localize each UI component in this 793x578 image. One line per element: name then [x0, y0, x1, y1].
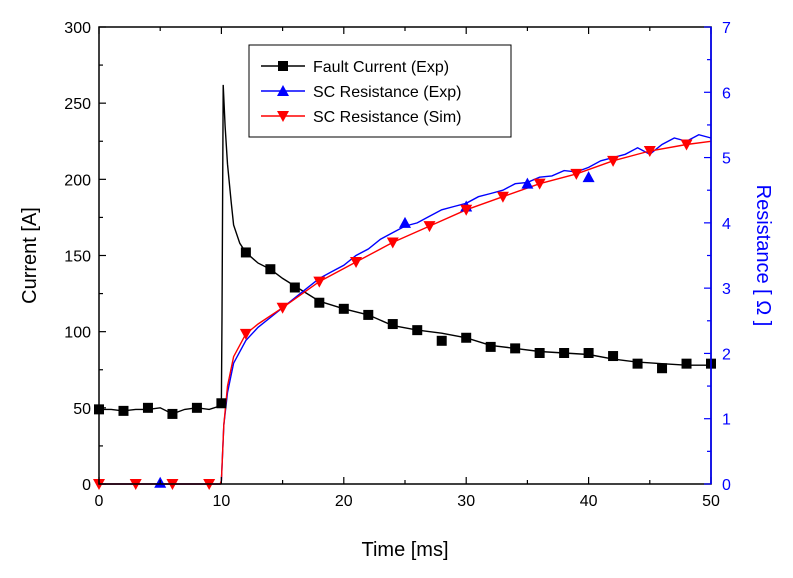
series-layer [99, 84, 712, 485]
series-line-1 [99, 133, 712, 485]
data-point-2-8 [386, 237, 399, 249]
data-point-2-15 [643, 146, 656, 158]
y2-tick-label-1: 1 [722, 412, 731, 429]
data-point-0-20 [583, 347, 594, 358]
data-point-2-14 [607, 155, 620, 167]
y-tick-label-2: 100 [64, 325, 91, 342]
x-tick-label-4: 40 [580, 493, 598, 510]
legend-label-sc-resistance-sim: SC Resistance (Sim) [313, 109, 461, 126]
data-point-0-14 [436, 335, 447, 346]
data-point-0-23 [657, 363, 668, 374]
data-point-0-4 [191, 402, 202, 413]
data-point-0-11 [363, 309, 374, 320]
data-point-1-3 [521, 177, 534, 189]
data-point-0-15 [461, 332, 472, 343]
y-tick-label-4: 200 [64, 172, 91, 189]
data-point-0-10 [338, 303, 349, 314]
legend-marker-0 [278, 61, 288, 71]
data-point-0-3 [167, 408, 178, 419]
y-tick-label-1: 50 [73, 401, 91, 418]
x-tick-label-0: 0 [95, 493, 104, 510]
data-point-1-4 [582, 171, 595, 183]
data-point-0-13 [412, 325, 423, 336]
y2-axis-label: Resistance [ Ω ] [752, 185, 774, 327]
data-point-2-11 [496, 191, 509, 203]
y-tick-label-6: 300 [64, 20, 91, 37]
x-tick-label-3: 30 [457, 493, 475, 510]
data-point-0-17 [510, 343, 521, 354]
legend-label-fault-current: Fault Current (Exp) [313, 59, 449, 76]
data-point-2-12 [533, 178, 546, 190]
legend-label-sc-resistance-exp: SC Resistance (Exp) [313, 84, 462, 101]
legend-marker-2 [277, 111, 289, 122]
data-point-0-7 [265, 264, 276, 275]
data-point-2-5 [276, 302, 289, 314]
legend: Fault Current (Exp) SC Resistance (Exp) … [248, 44, 512, 138]
data-point-0-18 [534, 347, 545, 358]
data-point-0-12 [387, 319, 398, 330]
y2-tick-label-2: 2 [722, 346, 731, 363]
data-point-0-16 [485, 341, 496, 352]
x-axis-label: Time [ms] [361, 539, 448, 561]
data-point-2-9 [423, 221, 436, 233]
data-point-0-6 [240, 247, 251, 258]
data-point-2-13 [570, 168, 583, 180]
x-tick-label-2: 20 [335, 493, 353, 510]
y2-tick-label-0: 0 [722, 477, 731, 494]
legend-item-sc-resistance-sim: SC Resistance (Sim) [261, 109, 461, 126]
y-tick-label-5: 250 [64, 96, 91, 113]
y2-tick-label-3: 3 [722, 281, 731, 298]
data-point-0-24 [681, 358, 692, 369]
legend-item-sc-resistance-exp: SC Resistance (Exp) [261, 84, 462, 101]
legend-item-fault-current: Fault Current (Exp) [261, 59, 449, 76]
series-line-2 [99, 140, 712, 485]
data-point-0-22 [632, 358, 643, 369]
data-point-2-10 [460, 204, 473, 216]
data-point-0-21 [608, 351, 619, 362]
data-point-0-5 [216, 398, 227, 409]
data-point-2-6 [313, 276, 326, 288]
data-point-0-9 [314, 297, 325, 308]
x-tick-label-5: 50 [702, 493, 720, 510]
marker-layer [93, 139, 716, 490]
data-point-0-2 [142, 402, 153, 413]
data-point-2-16 [680, 139, 693, 151]
y2-tick-label-7: 7 [722, 20, 731, 37]
data-point-0-19 [559, 347, 570, 358]
y2-tick-label-6: 6 [722, 85, 731, 102]
y2-tick-label-5: 5 [722, 151, 731, 168]
legend-marker-1 [277, 85, 289, 96]
y2-tick-label-4: 4 [722, 216, 731, 233]
data-point-0-8 [289, 282, 300, 293]
y-axis-label: Current [A] [19, 207, 41, 304]
data-point-2-4 [239, 328, 252, 340]
y-tick-label-3: 150 [64, 249, 91, 266]
y-tick-label-0: 0 [82, 477, 91, 494]
data-point-1-1 [399, 216, 411, 228]
data-point-2-7 [350, 257, 363, 269]
data-point-0-1 [118, 405, 129, 416]
x-tick-label-1: 10 [213, 493, 231, 510]
